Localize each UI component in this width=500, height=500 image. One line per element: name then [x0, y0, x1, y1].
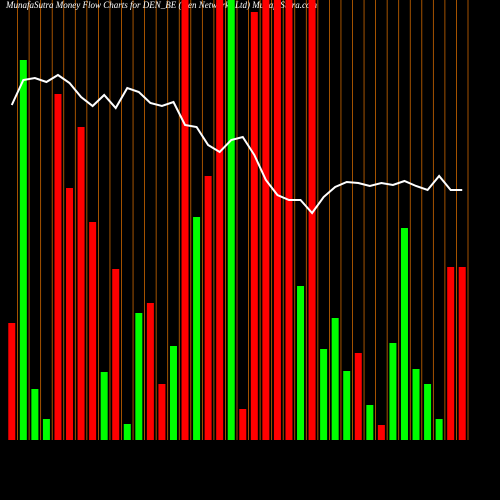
bar: [8, 323, 16, 440]
bar: [135, 313, 143, 440]
bar: [181, 0, 189, 440]
bar: [204, 176, 212, 440]
bar: [389, 343, 397, 440]
bar: [331, 318, 339, 440]
bar: [239, 409, 247, 440]
bar: [193, 217, 201, 440]
bar: [343, 371, 351, 440]
bar: [77, 127, 85, 440]
bar: [424, 384, 432, 440]
bar: [435, 419, 443, 440]
bar: [54, 94, 62, 440]
bar: [273, 0, 281, 440]
bar: [366, 405, 374, 440]
bar: [458, 267, 466, 440]
bar: [19, 60, 27, 440]
bar: [66, 188, 74, 440]
bar: [354, 353, 362, 440]
bar: [216, 0, 224, 440]
bar: [227, 0, 235, 440]
bar: [123, 424, 131, 440]
bar: [377, 425, 385, 440]
bar: [158, 384, 166, 440]
bar: [320, 349, 328, 440]
bar: [412, 369, 420, 440]
bar: [308, 0, 316, 440]
chart-title: MunafaSutra Money Flow Charts for DEN_BE…: [5, 0, 317, 10]
bar: [250, 12, 258, 440]
bar: [169, 346, 177, 440]
bar: [297, 286, 305, 440]
bar: [100, 372, 108, 440]
bar: [146, 303, 154, 440]
bar: [262, 0, 270, 440]
bar: [42, 419, 50, 440]
bar: [447, 267, 455, 440]
bar: [400, 228, 408, 440]
bar: [89, 222, 97, 440]
bar: [285, 0, 293, 440]
money-flow-line: [10, 73, 463, 215]
bar: [112, 269, 120, 440]
bar: [31, 389, 39, 440]
